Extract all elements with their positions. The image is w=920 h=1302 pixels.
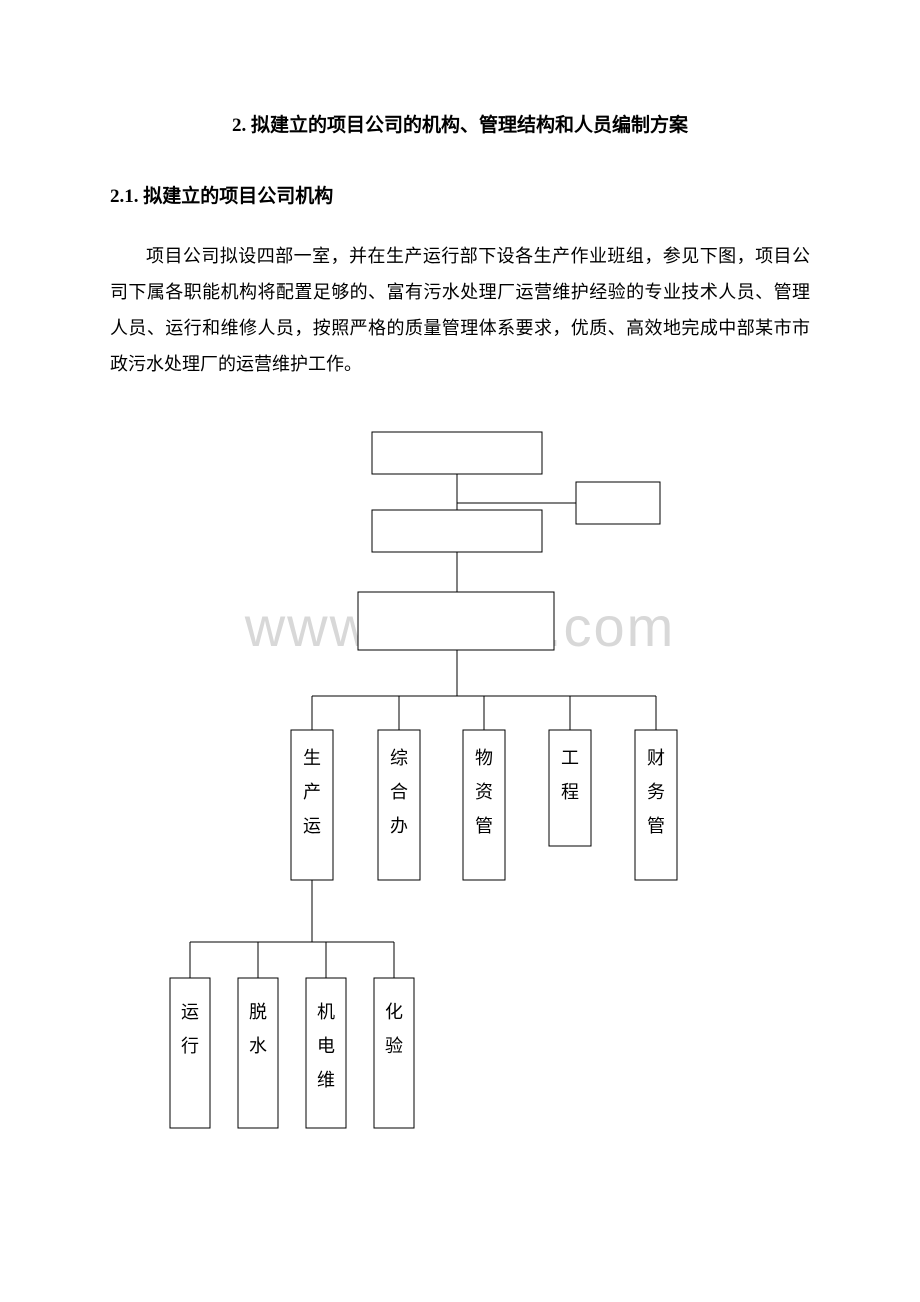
svg-text:财: 财 <box>647 748 665 768</box>
svg-text:产: 产 <box>303 782 321 802</box>
svg-text:行: 行 <box>181 1036 199 1056</box>
svg-text:办: 办 <box>390 816 408 836</box>
svg-text:机: 机 <box>317 1002 335 1022</box>
svg-text:资: 资 <box>475 782 493 802</box>
svg-text:运: 运 <box>181 1002 199 1022</box>
body-paragraph: 项目公司拟设四部一室，并在生产运行部下设各生产作业班组，参见下图，项目公司下属各… <box>110 238 810 382</box>
svg-text:综: 综 <box>390 748 408 768</box>
org-chart: 生产运综合办物资管工程财务管运行脱水机电维化验 <box>110 422 810 1187</box>
svg-text:化: 化 <box>385 1002 403 1022</box>
section-title: 2. 拟建立的项目公司的机构、管理结构和人员编制方案 <box>110 110 810 137</box>
svg-text:验: 验 <box>385 1036 403 1056</box>
document-page: 2. 拟建立的项目公司的机构、管理结构和人员编制方案 2.1. 拟建立的项目公司… <box>0 0 920 1302</box>
svg-text:水: 水 <box>249 1036 267 1056</box>
svg-text:程: 程 <box>561 782 579 802</box>
svg-text:维: 维 <box>317 1070 335 1090</box>
svg-text:脱: 脱 <box>249 1002 267 1022</box>
svg-text:电: 电 <box>317 1036 335 1056</box>
svg-text:运: 运 <box>303 816 321 836</box>
svg-text:生: 生 <box>303 748 321 768</box>
svg-text:务: 务 <box>647 782 665 802</box>
svg-text:合: 合 <box>390 782 408 802</box>
org-chart-svg: 生产运综合办物资管工程财务管运行脱水机电维化验 <box>110 422 810 1182</box>
svg-text:工: 工 <box>561 748 579 768</box>
svg-text:管: 管 <box>647 816 665 836</box>
svg-text:物: 物 <box>475 748 493 768</box>
svg-text:管: 管 <box>475 816 493 836</box>
subsection-heading: 2.1. 拟建立的项目公司机构 <box>110 181 810 208</box>
